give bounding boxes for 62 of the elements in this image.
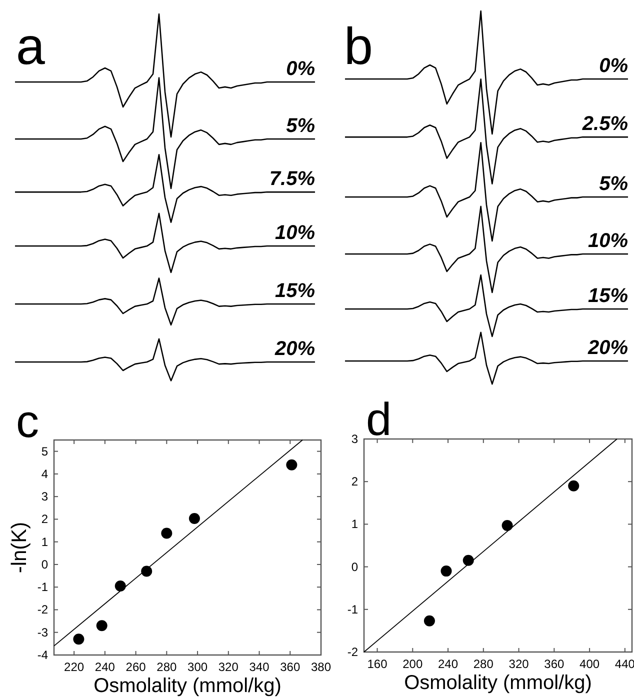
- point: [188, 513, 200, 524]
- x-tick-label: 360: [280, 660, 300, 674]
- y-tick-label: 2: [351, 474, 358, 489]
- y-tick-label: 2: [41, 512, 48, 526]
- y-tick-label: -2: [37, 602, 48, 617]
- y-tick-label: 3: [351, 432, 358, 446]
- series-label: 0%: [286, 58, 316, 80]
- y-tick-label: 0: [41, 557, 48, 572]
- series-label: 15%: [588, 285, 628, 308]
- x-axis-title: Osmolality (mmol/kg): [404, 672, 592, 694]
- series-label: 20%: [274, 338, 316, 360]
- point: [96, 620, 108, 632]
- series-label: 2.5%: [581, 113, 628, 136]
- series-label: 10%: [588, 230, 628, 252]
- chart-title: b: [344, 18, 373, 76]
- x-tick-label: 160: [367, 657, 388, 671]
- y-tick-label: -2: [347, 645, 358, 659]
- point: [502, 520, 513, 531]
- y-tick-label: 5: [41, 444, 48, 458]
- x-tick-label: 260: [126, 660, 146, 674]
- chart-title: c: [16, 395, 39, 447]
- y-tick-label: -4: [37, 648, 48, 662]
- x-tick-label: 280: [473, 657, 494, 671]
- point: [114, 580, 126, 592]
- x-tick-label: 240: [94, 660, 116, 674]
- point: [73, 634, 84, 645]
- series-label: 5%: [286, 115, 316, 138]
- series-label: 10%: [274, 222, 316, 244]
- y-tick-label: 0: [351, 560, 358, 574]
- series-label: 20%: [586, 336, 628, 359]
- series-label: 5%: [599, 173, 628, 196]
- point: [161, 528, 172, 539]
- x-tick-label: 200: [402, 657, 423, 671]
- y-tick-label: 3: [41, 490, 48, 504]
- y-axis-title: -ln(K): [8, 522, 31, 574]
- point: [424, 615, 435, 626]
- point: [286, 459, 298, 470]
- y-tick-label: -1: [347, 602, 358, 616]
- point: [568, 480, 580, 492]
- x-tick-label: 360: [544, 657, 564, 671]
- y-tick-label: 1: [41, 534, 48, 549]
- y-tick-label: -1: [37, 580, 48, 594]
- y-tick-label: 1: [351, 517, 358, 532]
- x-tick-label: 280: [156, 660, 177, 674]
- point: [440, 566, 452, 577]
- x-tick-label: 220: [64, 660, 84, 674]
- chart-title: d: [366, 393, 392, 445]
- series-label: 15%: [274, 280, 316, 302]
- x-tick-label: 320: [218, 660, 239, 674]
- series-label: 7.5%: [269, 168, 316, 190]
- x-tick-label: 380: [310, 660, 332, 674]
- x-tick-label: 320: [508, 657, 530, 671]
- y-tick-label: -3: [37, 625, 48, 640]
- y-tick-label: 4: [41, 466, 48, 481]
- x-tick-label: 340: [249, 660, 270, 674]
- point: [462, 554, 474, 566]
- x-tick-label: 240: [438, 657, 458, 671]
- x-tick-label: 400: [580, 657, 600, 671]
- x-tick-label: 300: [188, 660, 208, 674]
- series-label: 0%: [599, 55, 628, 78]
- chart-title: a: [16, 18, 45, 76]
- x-axis-title: Osmolality (mmol/kg): [94, 675, 282, 697]
